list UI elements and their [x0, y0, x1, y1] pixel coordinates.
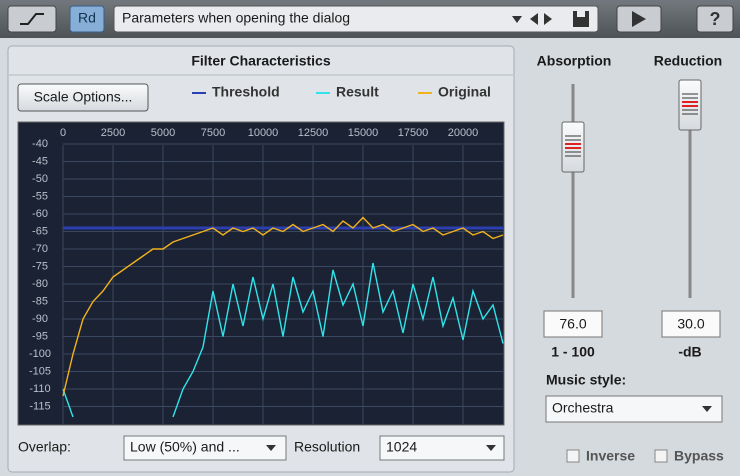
- preset-arrows[interactable]: [512, 13, 552, 25]
- help-label: ?: [710, 9, 721, 29]
- x-tick-label: 5000: [151, 127, 175, 139]
- x-tick-label: 7500: [201, 127, 225, 139]
- thumb-lines: [565, 135, 581, 157]
- series-line: [62, 216, 504, 397]
- reduction-value: 30.0: [677, 316, 704, 332]
- legend-label: Original: [438, 84, 491, 100]
- inverse-label: Inverse: [586, 448, 635, 464]
- x-tick-label: 20000: [448, 127, 479, 139]
- dropdown-arrow: [702, 406, 712, 412]
- preset-name: Parameters when opening the dialog: [122, 10, 350, 26]
- panel-title: Filter Characteristics: [191, 53, 330, 69]
- reduction-label: Reduction: [654, 53, 722, 69]
- music-style-label: Music style:: [546, 372, 626, 388]
- reduction-field[interactable]: [661, 310, 721, 338]
- save-icon-detail: [577, 11, 585, 17]
- y-tick-label: -110: [29, 383, 50, 395]
- inverse-checkbox[interactable]: [566, 449, 580, 463]
- absorption-range: 1 - 100: [551, 344, 595, 360]
- y-tick-label: -70: [32, 243, 48, 255]
- preset-dropdown[interactable]: [113, 5, 599, 33]
- plot-area: [17, 121, 505, 426]
- x-tick-label: 0: [60, 127, 66, 139]
- dropdown-arrow: [486, 445, 496, 451]
- scale-options-label: Scale Options...: [34, 89, 133, 105]
- resolution-value: 1024: [386, 439, 417, 455]
- y-tick-label: -65: [32, 225, 48, 237]
- x-tick-label: 17500: [398, 127, 429, 139]
- music-style-dropdown[interactable]: [545, 395, 723, 423]
- y-tick-label: -55: [32, 190, 48, 202]
- thumb-marker: [565, 143, 581, 149]
- y-tick-label: -40: [32, 138, 48, 150]
- bypass-checkbox[interactable]: [654, 449, 668, 463]
- reduction-unit: -dB: [678, 344, 701, 360]
- y-tick-label: -80: [32, 278, 48, 290]
- y-tick-label: -45: [32, 155, 48, 167]
- x-tick-label: 15000: [348, 127, 379, 139]
- y-tick-label: -115: [29, 400, 50, 412]
- scale-options-button[interactable]: [17, 83, 149, 112]
- preset-button-label: Rd: [78, 10, 96, 26]
- y-tick-label: -105: [29, 365, 51, 377]
- overlap-label: Overlap:: [18, 439, 71, 455]
- absorption-field[interactable]: [543, 310, 603, 338]
- y-tick-label: -100: [29, 348, 51, 360]
- legend-label: Result: [336, 84, 379, 100]
- resolution-label: Resolution: [294, 439, 360, 455]
- curve-icon: [20, 13, 44, 25]
- y-tick-label: -85: [32, 295, 48, 307]
- reduction-thumb[interactable]: [678, 79, 702, 131]
- y-tick-label: -75: [32, 260, 48, 272]
- preset-button[interactable]: [69, 5, 105, 33]
- absorption-value: 76.0: [559, 316, 586, 332]
- music-style-value: Orchestra: [552, 400, 614, 416]
- y-tick-label: -90: [32, 313, 48, 325]
- x-tick-label: 10000: [248, 127, 279, 139]
- y-tick-label: -60: [32, 208, 48, 220]
- legend-label: Threshold: [212, 84, 280, 100]
- absorption-thumb[interactable]: [561, 121, 585, 173]
- thumb-lines: [682, 93, 698, 115]
- y-tick-label: -95: [32, 330, 48, 342]
- dropdown-arrow: [266, 445, 276, 451]
- series-line: [62, 262, 504, 418]
- thumb-marker: [682, 101, 698, 107]
- help-button[interactable]: [696, 5, 734, 33]
- x-tick-label: 2500: [101, 127, 125, 139]
- bypass-label: Bypass: [674, 448, 724, 464]
- y-tick-label: -50: [32, 173, 48, 185]
- overlap-value: Low (50%) and ...: [130, 439, 240, 455]
- play-icon: [632, 11, 646, 27]
- resolution-dropdown[interactable]: [379, 435, 505, 461]
- x-tick-label: 12500: [298, 127, 329, 139]
- absorption-label: Absorption: [537, 53, 612, 69]
- overlap-dropdown[interactable]: [123, 435, 287, 461]
